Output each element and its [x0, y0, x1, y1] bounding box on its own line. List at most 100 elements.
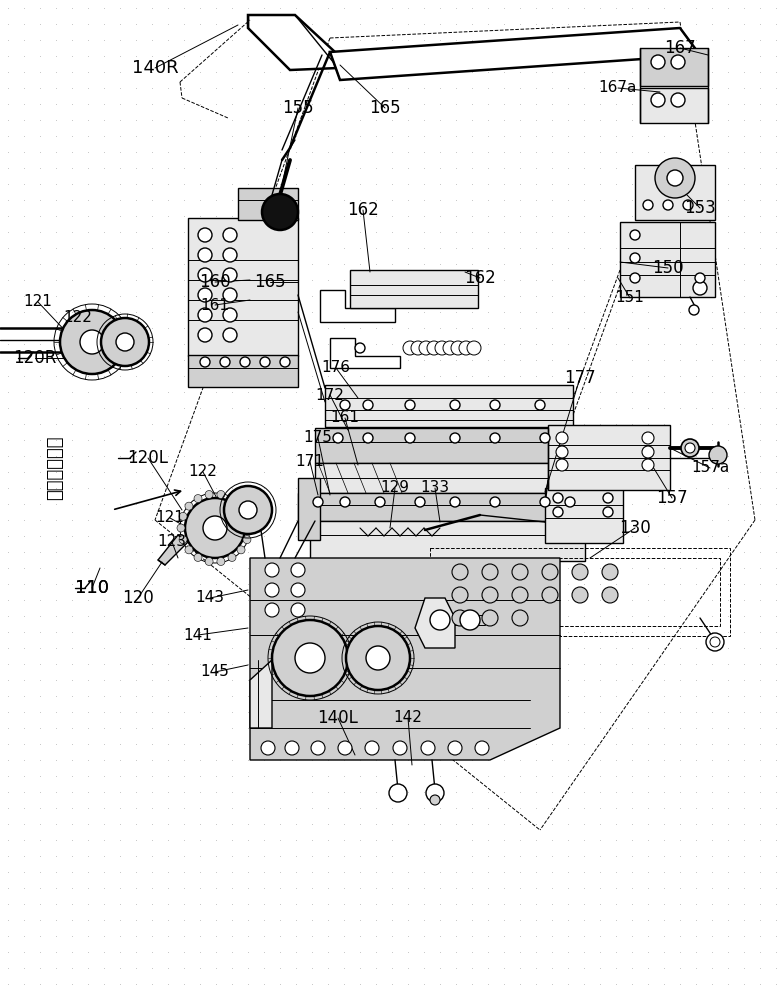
Point — [418, 848, 430, 864]
Circle shape — [179, 512, 187, 520]
Point — [98, 528, 111, 544]
Point — [129, 496, 142, 512]
Point — [321, 704, 334, 720]
Point — [626, 64, 638, 80]
Point — [354, 448, 366, 464]
Point — [481, 80, 494, 96]
Point — [162, 240, 174, 256]
Circle shape — [572, 564, 588, 580]
Point — [49, 288, 62, 304]
Point — [306, 688, 318, 704]
Point — [481, 784, 494, 800]
Point — [114, 448, 126, 464]
Point — [546, 656, 558, 672]
Point — [290, 352, 303, 368]
Point — [129, 0, 142, 16]
Point — [753, 384, 766, 400]
Point — [593, 816, 606, 832]
Point — [418, 368, 430, 384]
Point — [226, 208, 238, 224]
Point — [241, 832, 254, 848]
Point — [610, 192, 622, 208]
Point — [226, 128, 238, 144]
Point — [514, 576, 526, 592]
Point — [210, 0, 223, 16]
Point — [434, 720, 446, 736]
Point — [658, 256, 670, 272]
Point — [210, 352, 223, 368]
Point — [338, 352, 350, 368]
Point — [514, 784, 526, 800]
Point — [129, 480, 142, 496]
Point — [49, 560, 62, 576]
Point — [82, 656, 94, 672]
Circle shape — [602, 564, 618, 580]
Point — [162, 720, 174, 736]
Point — [178, 960, 191, 976]
Point — [258, 640, 270, 656]
Point — [386, 0, 398, 16]
Point — [498, 48, 510, 64]
Point — [401, 208, 414, 224]
Point — [146, 720, 158, 736]
Point — [673, 480, 686, 496]
Point — [642, 432, 655, 448]
Point — [561, 256, 574, 272]
Point — [658, 560, 670, 576]
Point — [338, 192, 350, 208]
Point — [753, 800, 766, 816]
Point — [34, 640, 46, 656]
Point — [434, 240, 446, 256]
Point — [226, 176, 238, 192]
Point — [49, 256, 62, 272]
Point — [98, 64, 111, 80]
Point — [498, 960, 510, 976]
Point — [34, 608, 46, 624]
Point — [593, 592, 606, 608]
Point — [370, 80, 383, 96]
Point — [226, 48, 238, 64]
Circle shape — [237, 502, 245, 510]
Point — [258, 192, 270, 208]
Point — [370, 384, 383, 400]
Point — [578, 480, 590, 496]
Bar — [238, 188, 298, 220]
Point — [546, 160, 558, 176]
Text: 161: 161 — [331, 410, 360, 426]
Point — [450, 256, 463, 272]
Point — [210, 544, 223, 560]
Point — [274, 144, 286, 160]
Point — [129, 432, 142, 448]
Point — [753, 592, 766, 608]
Point — [306, 704, 318, 720]
Circle shape — [228, 553, 236, 561]
Point — [321, 272, 334, 288]
Point — [466, 944, 478, 960]
Point — [626, 816, 638, 832]
Point — [49, 848, 62, 864]
Point — [753, 336, 766, 352]
Point — [290, 832, 303, 848]
Point — [738, 960, 750, 976]
Point — [2, 544, 14, 560]
Circle shape — [411, 341, 425, 355]
Point — [593, 528, 606, 544]
Point — [146, 480, 158, 496]
Point — [114, 112, 126, 128]
Point — [274, 304, 286, 320]
Point — [338, 80, 350, 96]
Point — [466, 608, 478, 624]
Point — [178, 368, 191, 384]
Point — [34, 880, 46, 896]
Point — [450, 448, 463, 464]
Point — [530, 480, 543, 496]
Point — [610, 256, 622, 272]
Point — [386, 240, 398, 256]
Point — [722, 128, 735, 144]
Point — [66, 592, 78, 608]
Circle shape — [512, 564, 528, 580]
Point — [66, 192, 78, 208]
Point — [370, 144, 383, 160]
Point — [162, 64, 174, 80]
Point — [561, 640, 574, 656]
